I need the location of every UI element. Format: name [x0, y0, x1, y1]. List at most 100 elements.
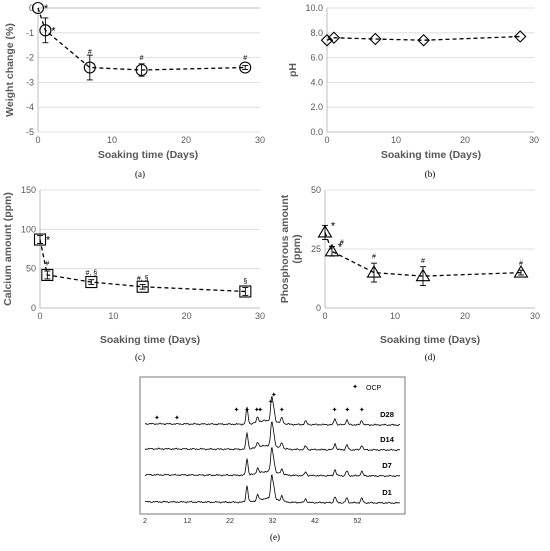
significance-annotation: * — [338, 242, 343, 254]
xrd-pattern — [144, 446, 401, 478]
x-tick-label: 30 — [255, 311, 265, 321]
data-point — [415, 268, 431, 282]
ocp-peak-marker: ✦ — [332, 406, 338, 414]
legend-label: OCP — [366, 385, 382, 392]
panel-label: (e) — [270, 532, 280, 542]
significance-annotation: #, § — [137, 275, 149, 282]
x-tick-label: 42 — [311, 518, 319, 525]
x-tick-label: 22 — [226, 518, 234, 525]
x-axis-label: Soaking time (Days) — [380, 334, 480, 346]
data-point — [31, 1, 45, 15]
x-tick-label: 2 — [143, 518, 147, 525]
y-axis-label: Phosphorous amount(ppm) — [279, 194, 303, 303]
data-point — [317, 224, 333, 238]
pattern-label: D14 — [380, 435, 395, 444]
y-axis-label-line: (ppm) — [291, 234, 303, 263]
chart-a: 0 10 20 30 0 -1 -2 -3 -4 -5 Soaking time (Days) Wei… — [4, 1, 265, 179]
x-axis-label: Soaking time (Days) — [98, 149, 198, 161]
xrd-pattern — [144, 421, 401, 452]
x-tick-label: 12 — [184, 518, 192, 525]
x-tick-label: 30 — [530, 311, 540, 321]
x-tick-label: 20 — [182, 311, 192, 321]
pattern-label: D7 — [382, 461, 392, 470]
significance-annotation: * — [331, 220, 336, 232]
significance-annotation: # — [421, 258, 425, 265]
data-point — [417, 33, 430, 47]
x-tick-label: 20 — [181, 135, 191, 145]
y-tick-label: 100 — [21, 224, 36, 234]
series-line — [326, 35, 521, 41]
data-point — [366, 265, 382, 278]
y-tick-label: 50 — [311, 185, 321, 195]
chart-c: 0 10 20 30 0 50 100 150 Soaking time (Days) Calci… — [2, 185, 265, 362]
significance-annotation: # — [88, 49, 92, 56]
chart-b: 0 10 20 30 0.0 2.0 4.0 6.0 8.0 10.0 Soaking time (… — [287, 3, 539, 179]
data-point — [135, 63, 148, 77]
pattern-label: D28 — [380, 410, 394, 419]
chart-d: 0 10 20 30 0 25 50 Soaking time (Days) Phosphoro… — [279, 185, 540, 362]
x-tick-label: 0 — [37, 311, 42, 321]
y-tick-label: 0 — [31, 303, 36, 313]
pattern-label: D1 — [382, 488, 392, 497]
data-point — [324, 243, 340, 257]
significance-annotation: * — [44, 3, 49, 15]
data-point — [83, 61, 96, 74]
ocp-peak-marker: ✦ — [271, 391, 277, 399]
x-tick-label: 0 — [35, 135, 40, 145]
ocp-peak-marker: ✦ — [174, 414, 180, 422]
data-point — [239, 285, 252, 298]
ocp-peak-marker: ✦ — [257, 406, 263, 414]
significance-annotation: § — [243, 279, 247, 286]
panel-label: (c) — [135, 352, 145, 362]
data-point — [33, 233, 47, 246]
ocp-peak-marker: ✦ — [254, 406, 260, 414]
significance-annotation: * — [46, 235, 51, 247]
y-tick-label: 6.0 — [310, 53, 323, 63]
series-line — [37, 7, 246, 71]
data-point — [327, 31, 341, 45]
significance-annotation: # — [340, 239, 344, 246]
x-tick-label: 0 — [324, 135, 329, 145]
ocp-peak-marker: ✦ — [244, 406, 250, 414]
x-axis-label: Soaking time (Days) — [381, 149, 481, 161]
y-tick-label: 150 — [21, 185, 36, 195]
y-tick-label: 4.0 — [310, 77, 323, 87]
legend-symbol: ✦ — [352, 383, 358, 391]
significance-annotation: # — [45, 261, 49, 268]
panel-label: (d) — [425, 352, 436, 362]
y-tick-label: 0 — [316, 303, 321, 313]
data-point — [85, 275, 98, 289]
data-point — [513, 265, 529, 278]
data-point — [239, 61, 252, 74]
xrd-pattern — [144, 395, 401, 427]
y-axis-label: Calcium amount (ppm) — [2, 192, 14, 306]
y-tick-label: 25 — [311, 244, 321, 254]
panel-label: (b) — [425, 169, 436, 179]
y-tick-label: 10.0 — [305, 3, 323, 13]
y-tick-label: -4 — [26, 102, 34, 112]
panel-label: (a) — [135, 169, 145, 179]
x-tick-label: 10 — [108, 311, 118, 321]
series-line — [39, 239, 246, 293]
ocp-peak-marker: ✦ — [359, 406, 365, 414]
x-tick-label: 10 — [390, 311, 400, 321]
x-tick-label: 52 — [354, 518, 362, 525]
data-point — [41, 268, 54, 282]
data-point — [136, 280, 149, 293]
data-point — [320, 33, 334, 47]
significance-annotation: # — [519, 261, 523, 268]
xrd-pattern — [144, 474, 400, 505]
series-line — [324, 232, 522, 277]
data-point — [369, 32, 382, 46]
x-axis-label: Soaking time (Days) — [100, 334, 200, 346]
x-tick-label: 20 — [460, 135, 470, 145]
significance-annotation: # — [243, 55, 247, 62]
ocp-peak-marker: ✦ — [154, 414, 160, 422]
ocp-peak-marker: ✦ — [279, 406, 285, 414]
x-tick-label: 30 — [529, 135, 539, 145]
y-tick-label: -1 — [26, 28, 34, 38]
y-tick-label: 50 — [26, 264, 36, 274]
x-tick-label: 30 — [255, 135, 265, 145]
